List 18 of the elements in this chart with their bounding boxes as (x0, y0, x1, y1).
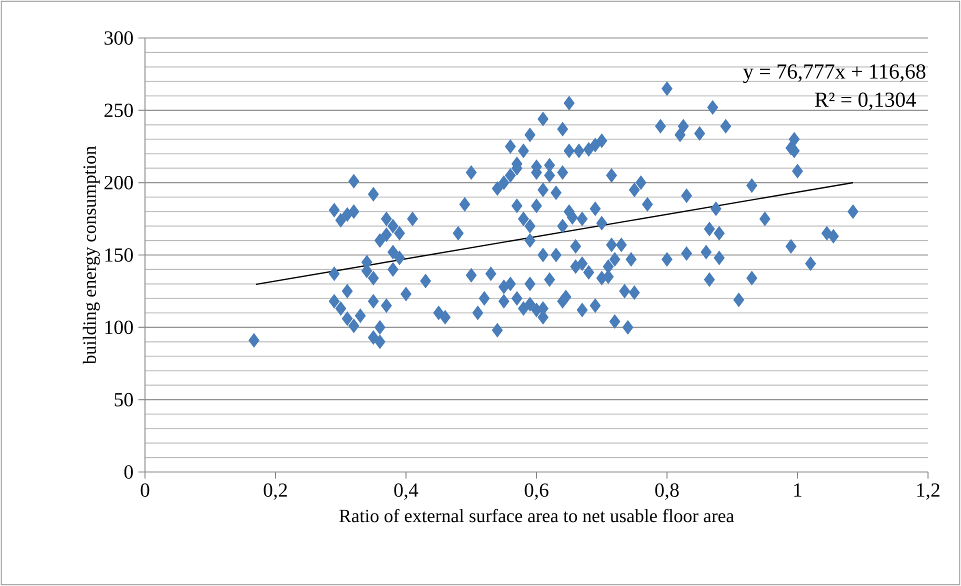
y-tick-label: 150 (105, 248, 133, 262)
x-tick-label: 0,6 (524, 483, 548, 500)
y-tick-label: 100 (105, 320, 133, 334)
y-axis-title: building energy consumption (82, 146, 100, 364)
y-tick-label: 0 (124, 465, 133, 479)
x-axis-title: Ratio of external surface area to net usable floor area (339, 508, 734, 522)
x-tick-label: 0,4 (394, 483, 418, 500)
x-tick-label: 0 (140, 483, 150, 497)
x-tick-label: 1,2 (917, 483, 940, 500)
y-tick-label: 200 (104, 176, 133, 190)
x-tick-label: 1 (794, 483, 802, 497)
y-tick-label: 250 (104, 104, 133, 118)
x-tick-label: 0,8 (655, 483, 679, 500)
annotation: R² = 0,1304 (814, 92, 916, 110)
y-tick-label: 300 (104, 31, 133, 45)
y-tick-label: 50 (114, 392, 133, 406)
x-tick-label: 0,2 (264, 483, 287, 500)
annotation: y = 76,777x + 116,68 (743, 64, 926, 84)
